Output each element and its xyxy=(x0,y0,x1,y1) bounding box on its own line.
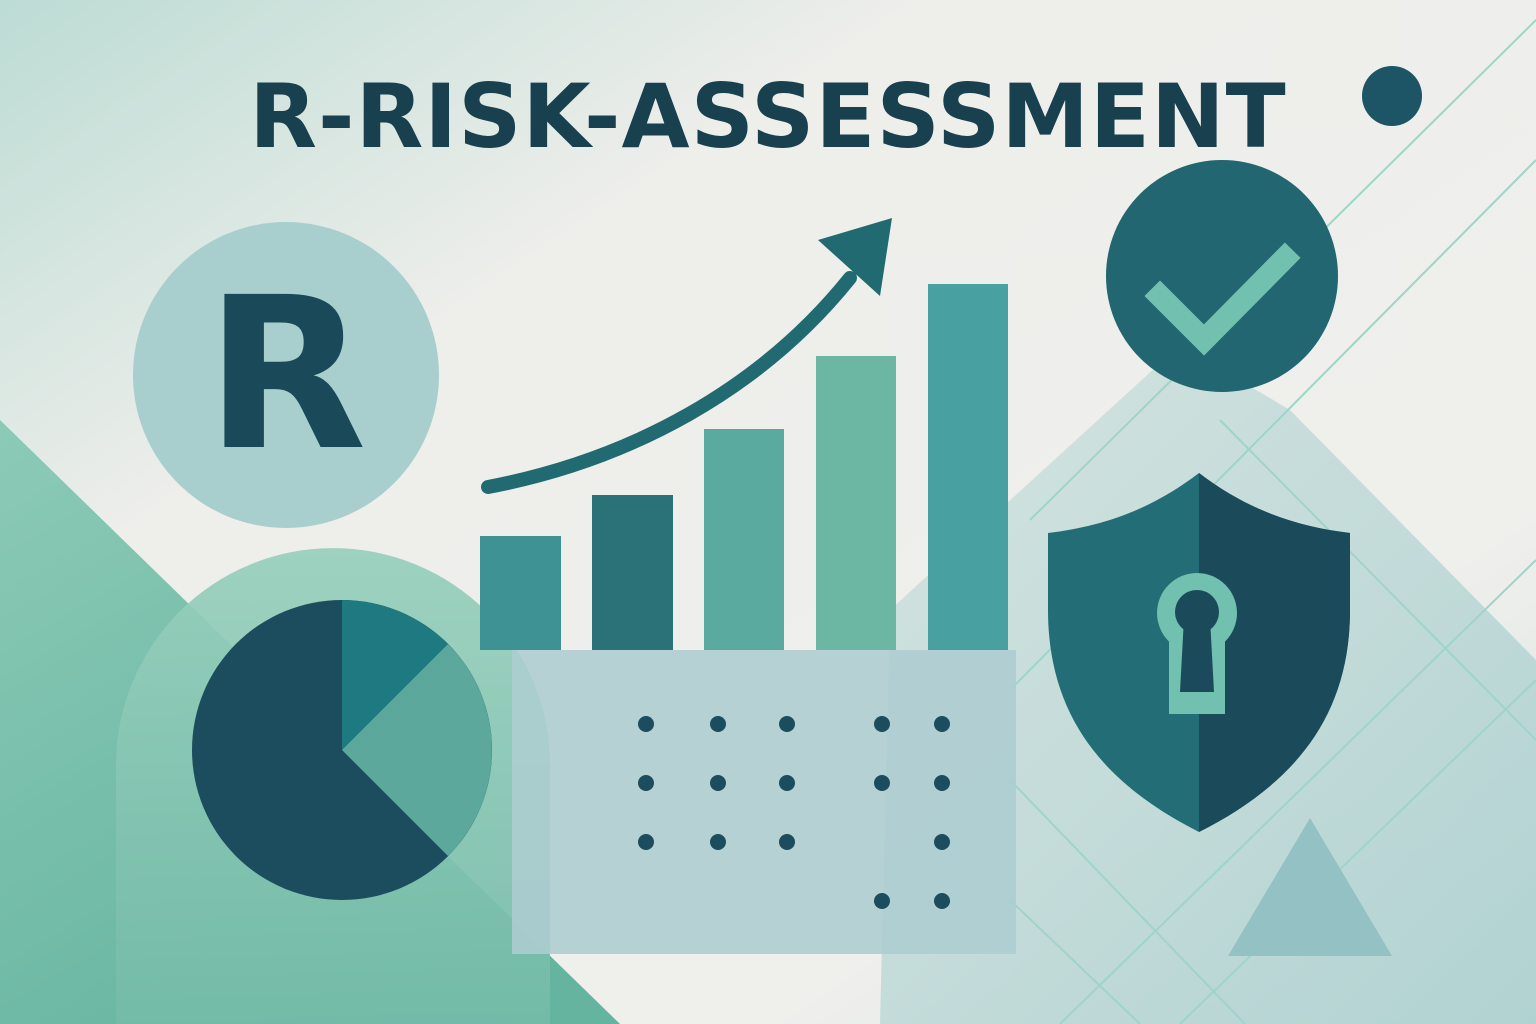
trend-arrow-icon xyxy=(481,218,892,494)
r-badge-icon: R xyxy=(205,252,367,497)
shield-keyhole-icon xyxy=(1048,473,1350,832)
page-title: R-RISK-ASSESSMENT xyxy=(249,65,1287,168)
chart-bar xyxy=(704,429,784,650)
chart-bar xyxy=(928,284,1008,650)
accent-dot xyxy=(1362,66,1422,126)
chart-bar xyxy=(480,536,561,650)
checkmark-icon xyxy=(1106,160,1338,392)
pie-slice xyxy=(342,600,448,750)
chart-bar xyxy=(816,356,896,650)
bar-chart-icon xyxy=(480,284,1008,650)
dot-grid-icon xyxy=(638,716,950,909)
triangle-icon xyxy=(1228,818,1392,956)
pie-chart-icon xyxy=(192,600,492,900)
dot-grid-panel xyxy=(512,650,1016,954)
pie-slice xyxy=(342,644,492,856)
r-badge-circle xyxy=(133,222,439,528)
chart-bar xyxy=(592,495,673,650)
